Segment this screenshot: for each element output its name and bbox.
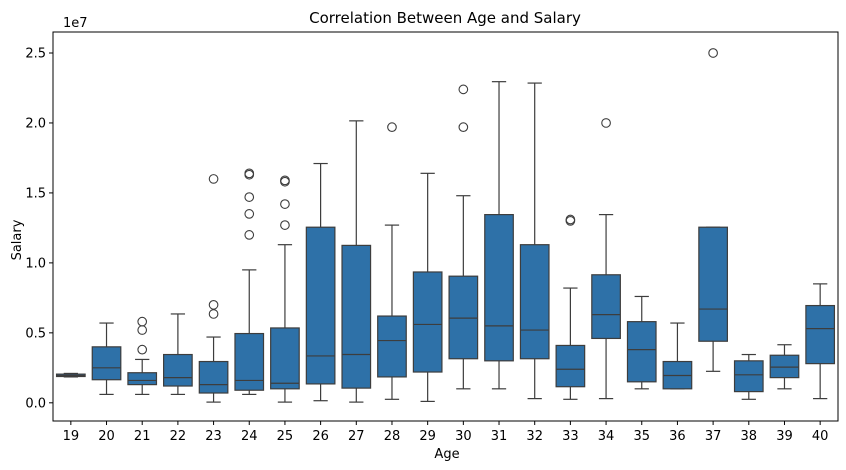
x-tick-label: 40 xyxy=(812,429,829,444)
box-group-age-33 xyxy=(555,214,586,400)
x-tick-label: 36 xyxy=(669,429,686,444)
box-iqr xyxy=(626,321,657,383)
box-group-age-34 xyxy=(591,118,621,400)
x-tick-label: 20 xyxy=(98,429,115,444)
outlier-point xyxy=(601,118,611,128)
outlier-point xyxy=(244,230,255,240)
x-tick-label: 24 xyxy=(241,429,258,444)
outlier-point xyxy=(137,316,148,327)
y-axis-title: Salary xyxy=(10,219,25,260)
box-iqr xyxy=(91,346,122,381)
box-group-age-21 xyxy=(127,316,158,396)
box-group-age-24 xyxy=(234,168,265,396)
x-tick-label: 32 xyxy=(526,429,543,444)
box-group-age-26 xyxy=(305,162,336,402)
x-tick-label: 37 xyxy=(705,429,722,444)
y-tick-label: 2.0 xyxy=(25,116,46,131)
outlier-point xyxy=(280,220,290,230)
x-tick-label: 38 xyxy=(741,429,758,444)
x-tick-label: 39 xyxy=(776,429,793,444)
x-tick-label: 25 xyxy=(277,429,294,444)
x-tick-label: 26 xyxy=(312,429,329,444)
x-tick-label: 35 xyxy=(633,429,650,444)
x-tick-label: 30 xyxy=(455,429,472,444)
box-iqr xyxy=(448,275,479,360)
box-iqr xyxy=(341,244,372,389)
box-iqr xyxy=(377,315,407,378)
box-group-age-32 xyxy=(519,82,550,400)
outlier-point xyxy=(280,199,290,209)
box-iqr xyxy=(555,344,586,388)
box-group-age-29 xyxy=(412,172,443,403)
x-tick-label: 27 xyxy=(348,429,365,444)
x-tick-label: 23 xyxy=(205,429,222,444)
x-axis-title: Age xyxy=(434,447,459,462)
y-tick-label: 0.0 xyxy=(25,396,46,411)
box-group-age-36 xyxy=(662,322,693,390)
box-iqr xyxy=(805,304,836,365)
box-group-age-31 xyxy=(484,81,514,390)
y-tick-label: 2.5 xyxy=(25,46,46,61)
outlier-point xyxy=(708,48,718,58)
box-group-age-25 xyxy=(270,175,300,403)
box-iqr xyxy=(484,214,514,362)
box-iqr xyxy=(270,327,300,390)
box-group-age-28 xyxy=(377,122,407,400)
outlier-point xyxy=(208,174,219,184)
x-tick-label: 21 xyxy=(134,429,151,444)
box-group-age-22 xyxy=(163,313,193,396)
box-iqr xyxy=(733,360,764,393)
x-tick-label: 31 xyxy=(491,429,508,444)
x-tick-label: 29 xyxy=(419,429,436,444)
box-group-age-35 xyxy=(626,295,657,390)
y-tick-label: 1.5 xyxy=(25,186,46,201)
x-tick-label: 34 xyxy=(598,429,615,444)
box-iqr xyxy=(234,332,265,391)
outlier-point xyxy=(458,122,469,133)
outlier-point xyxy=(280,175,290,186)
box-group-age-38 xyxy=(733,353,764,400)
outlier-point xyxy=(387,122,397,133)
outlier-point xyxy=(458,84,469,95)
box-iqr xyxy=(305,226,336,385)
outlier-point xyxy=(208,300,219,310)
axes-frame xyxy=(52,31,839,422)
axes: 0.0 0.5 1.0 1.5 2.0 2.5 19 20 21 22 23 24 25 26 27 28 29… xyxy=(25,31,839,444)
y-tick-label: 1.0 xyxy=(25,256,46,271)
outlier-point xyxy=(565,214,576,225)
box-group-age-27 xyxy=(341,120,372,403)
box-iqr xyxy=(519,244,550,360)
plot-area xyxy=(55,48,836,403)
box-iqr xyxy=(163,353,193,387)
box-group-age-19 xyxy=(55,372,86,378)
box-iqr xyxy=(198,360,229,394)
box-group-age-20 xyxy=(91,322,122,396)
box-group-age-23 xyxy=(198,174,229,403)
box-group-age-37 xyxy=(698,48,728,372)
y-axis-offset-text: 1e7 xyxy=(63,16,88,31)
x-tick-label: 22 xyxy=(170,429,187,444)
box-iqr xyxy=(591,274,621,340)
x-tick-label: 33 xyxy=(562,429,579,444)
box-iqr xyxy=(127,372,158,386)
box-group-age-39 xyxy=(769,344,800,390)
outlier-point xyxy=(137,344,148,355)
outlier-point xyxy=(244,192,255,202)
box-iqr xyxy=(769,354,800,379)
outlier-point xyxy=(244,209,255,219)
box-group-age-40 xyxy=(805,283,836,400)
box-iqr xyxy=(412,271,443,373)
x-tick-label: 19 xyxy=(63,429,80,444)
box-iqr xyxy=(698,226,728,342)
x-tick-label: 28 xyxy=(384,429,401,444)
outlier-point xyxy=(244,168,255,179)
y-tick-label: 0.5 xyxy=(25,326,46,341)
chart-title: Correlation Between Age and Salary xyxy=(309,9,581,27)
box-group-age-30 xyxy=(448,84,479,390)
